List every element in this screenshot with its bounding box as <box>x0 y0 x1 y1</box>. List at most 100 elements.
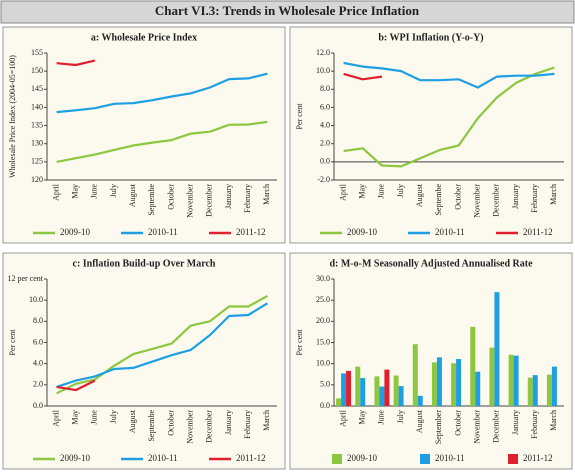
y-tick-label: 2.0 <box>33 380 43 389</box>
x-tick-label: August <box>415 409 424 433</box>
title-bar <box>0 0 575 24</box>
x-tick-label: July <box>109 184 118 197</box>
panel <box>289 252 573 470</box>
x-tick-label: February <box>243 410 252 439</box>
y-tick-label: 5.0 <box>320 380 330 389</box>
line <box>56 294 268 395</box>
bar <box>346 370 352 406</box>
y-tick-label: 10.0 <box>29 295 43 304</box>
x-tick-label: November <box>186 410 195 444</box>
x-tick-label: November <box>473 184 482 218</box>
x-tick-label: Septembe <box>147 410 156 442</box>
x-tick-label: July <box>109 410 118 423</box>
bar <box>475 371 481 406</box>
x-tick-label: November <box>473 410 482 444</box>
y-tick-label: 20.0 <box>316 316 330 325</box>
bar <box>513 355 519 406</box>
x-tick-label: April <box>51 183 60 201</box>
chart-title: b: WPI Inflation (Y-o-Y) <box>378 32 483 43</box>
y-axis-label: Wholesale Price Index (2004-05=100) <box>8 55 17 178</box>
x-tick-label: August <box>128 183 137 207</box>
line <box>56 120 268 163</box>
legend-swatch <box>508 454 518 464</box>
x-tick-label: October <box>166 410 175 436</box>
x-tick-label: December <box>205 410 214 443</box>
x-tick-label: April <box>51 409 60 427</box>
x-tick-label: July <box>396 184 405 197</box>
bar <box>532 375 538 406</box>
legend-label: 2010-11 <box>148 227 178 237</box>
y-tick-label: 6.0 <box>33 337 43 346</box>
x-tick-label: February <box>530 410 539 439</box>
bar <box>412 344 418 406</box>
y-tick-label: 10.0 <box>316 66 330 75</box>
chart-title: d: M-o-M Seasonally Adjusted Annualised … <box>329 258 533 269</box>
bar <box>341 373 347 406</box>
y-tick-label: 4.0 <box>33 358 43 367</box>
x-tick-label: February <box>530 184 539 213</box>
x-tick-label: October <box>166 184 175 210</box>
x-tick-label: January <box>511 410 520 435</box>
x-tick-label: May <box>71 184 80 199</box>
x-tick-label: February <box>243 184 252 213</box>
legend-label: 2010-11 <box>148 453 178 463</box>
bar <box>451 363 457 406</box>
x-tick-label: January <box>224 410 233 435</box>
y-tick-label: 8.0 <box>320 84 330 93</box>
x-tick-label: August <box>415 183 424 207</box>
legend-label: 2010-11 <box>435 453 465 463</box>
bar <box>379 386 385 406</box>
y-tick-label: 145 <box>31 84 43 93</box>
y-tick-label: 6.0 <box>320 102 330 111</box>
x-tick-label: December <box>492 410 501 443</box>
bar <box>489 347 495 406</box>
legend-label: 2010-11 <box>435 227 465 237</box>
bar <box>527 377 533 406</box>
x-tick-label: Septembe <box>434 184 443 216</box>
x-tick-label: July <box>396 410 405 423</box>
y-tick-label: 12 per cent <box>7 274 43 283</box>
y-tick-label: 10.0 <box>316 358 330 367</box>
y-tick-label: 135 <box>31 120 43 129</box>
line <box>343 66 555 168</box>
line <box>56 302 268 388</box>
x-tick-label: October <box>453 184 462 210</box>
bar <box>393 375 399 406</box>
chart-title: c: Inflation Build-up Over March <box>73 258 216 269</box>
x-tick-label: May <box>71 410 80 425</box>
figure-title: Chart VI.3: Trends in Wholesale Price In… <box>155 3 420 18</box>
legend-swatch <box>420 454 430 464</box>
x-tick-label: April <box>338 409 347 427</box>
x-tick-label: June <box>377 410 386 425</box>
bar <box>431 362 437 406</box>
y-axis-label: Per cent <box>8 329 17 356</box>
bar <box>436 357 442 406</box>
x-tick-label: Septembe <box>147 184 156 216</box>
line <box>56 379 96 392</box>
bar <box>336 398 342 406</box>
panel <box>2 26 286 244</box>
x-tick-label: June <box>377 184 386 199</box>
bar <box>494 292 500 406</box>
y-tick-label: 150 <box>31 66 43 75</box>
bar <box>360 378 366 406</box>
bar <box>508 354 514 406</box>
y-tick-label: 0.0 <box>320 157 330 166</box>
x-tick-label: September <box>434 410 443 445</box>
x-tick-label: June <box>90 184 99 199</box>
y-tick-label: 8.0 <box>33 316 43 325</box>
legend-swatch <box>332 454 342 464</box>
x-tick-label: March <box>549 410 558 431</box>
legend-label: 2011-12 <box>523 227 553 237</box>
y-tick-label: 4.0 <box>320 120 330 129</box>
line <box>343 72 383 81</box>
bar <box>384 369 390 406</box>
y-tick-label: 15.0 <box>316 337 330 346</box>
y-tick-label: 140 <box>31 102 43 111</box>
legend-label: 2009-10 <box>60 453 90 463</box>
y-tick-label: 30.0 <box>316 274 330 283</box>
x-tick-label: March <box>549 184 558 205</box>
bar <box>456 359 462 406</box>
x-tick-label: May <box>358 410 367 425</box>
